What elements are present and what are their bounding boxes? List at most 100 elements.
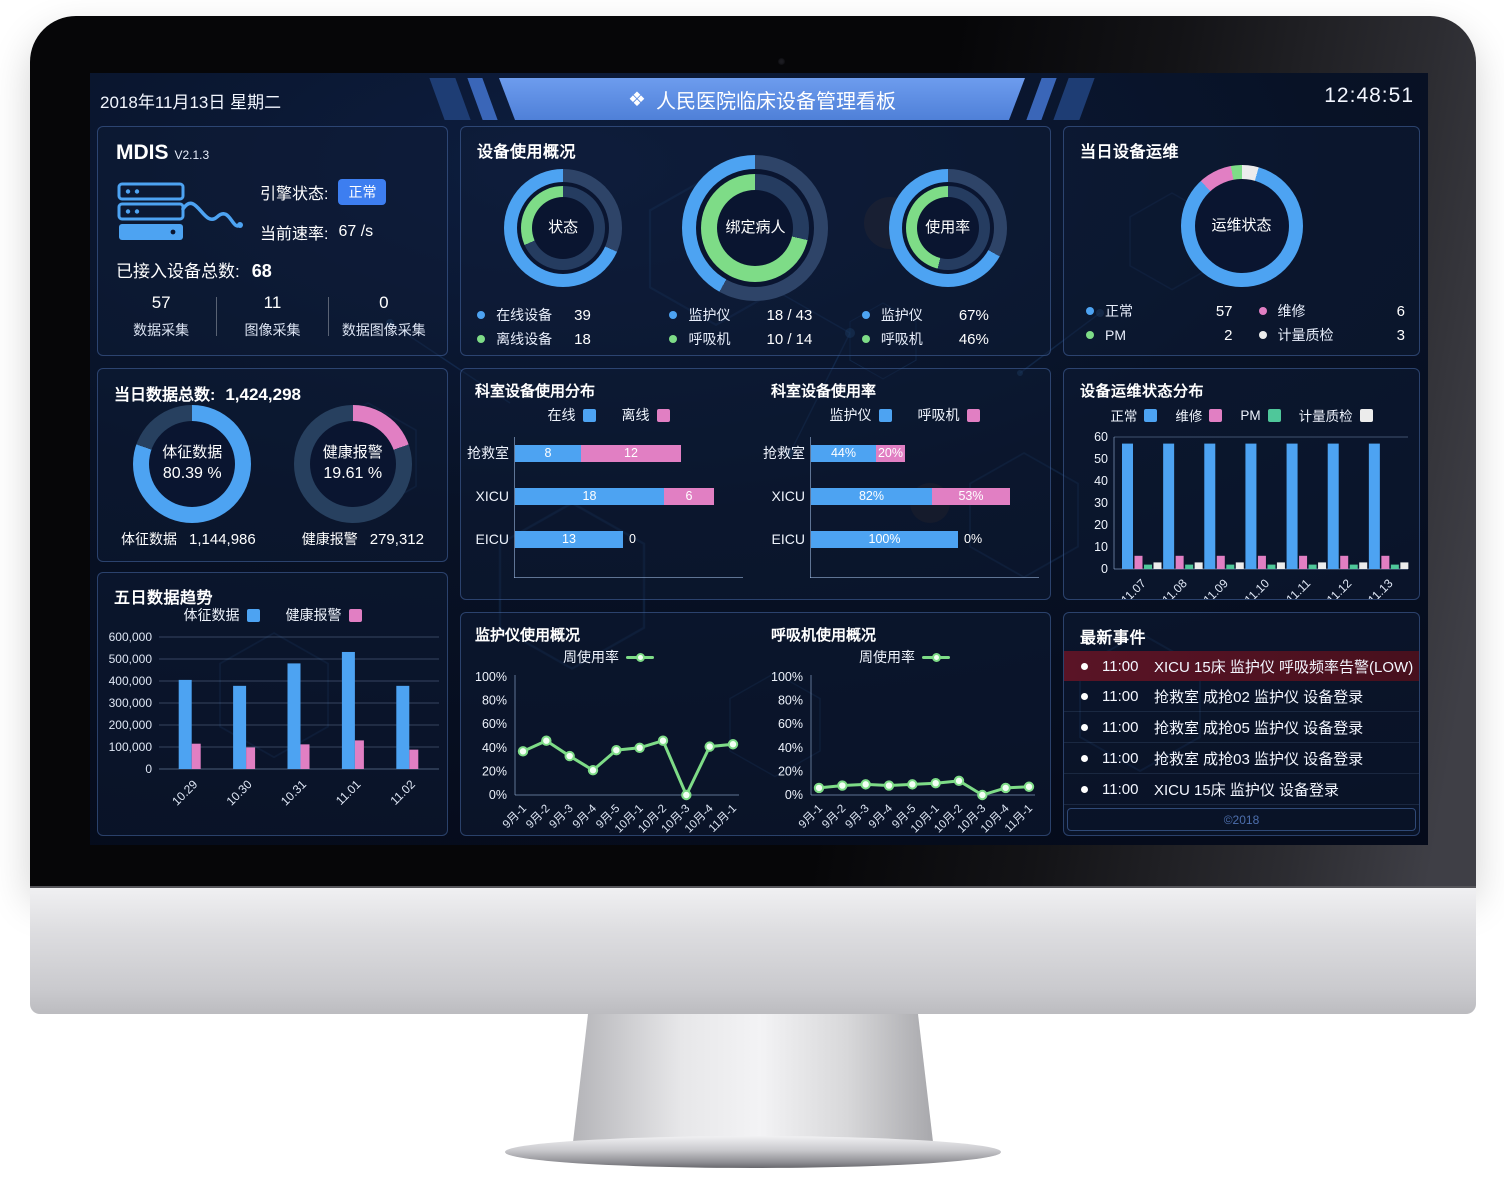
legend-item: 监护仪: [830, 405, 892, 425]
panel-usage-lines: 监护仪使用概况 周使用率 100% 80% 60% 40% 20% 0% 9月-1 9月-2 9月-…: [460, 612, 1051, 836]
svg-text:40: 40: [1094, 474, 1108, 488]
stat-image-collect: 11 图像采集: [217, 293, 327, 340]
legend-label: 呼吸机: [688, 331, 731, 347]
total-item: 健康报警 279,312: [302, 529, 424, 549]
chart-title: 监护仪使用概况: [475, 627, 581, 644]
x-axis: [810, 577, 1039, 578]
legend-item: 周使用率: [563, 647, 654, 667]
event-time: 11:00: [1102, 687, 1139, 705]
y-tick-label: 100,000: [108, 740, 152, 754]
ventilator-usage-line-chart: 呼吸机使用概况 周使用率 100% 80% 60% 40% 20% 0% 9月-1 9月-2 9月-…: [757, 613, 1052, 835]
category-label: 抢救室: [467, 445, 509, 461]
bar-row: 82% 53%: [811, 488, 1010, 505]
ops-dist-legend: 正常 维修 PM 计量质检: [1064, 405, 1419, 425]
donut-label: 体征数据: [162, 444, 223, 462]
legend-item: 在线设备 39: [477, 303, 649, 327]
mdis-title: MDIS V2.1.3: [116, 141, 209, 165]
mdis-version: V2.1.3: [174, 148, 210, 162]
event-text: 抢救室 成抢05 监护仪 设备登录: [1154, 719, 1364, 737]
legend-swatch: [348, 608, 362, 622]
legend-label: 在线设备: [496, 307, 553, 323]
svg-text:11.08: 11.08: [1159, 576, 1190, 599]
event-text: XICU 15床 监护仪 设备登录: [1154, 781, 1340, 799]
legend-label: 呼吸机: [917, 407, 960, 423]
ops-status-donut: 运维状态: [1064, 165, 1419, 287]
category-label: EICU: [475, 531, 509, 547]
legend-value: 2: [1224, 326, 1233, 344]
legend-item: 维修 6: [1258, 299, 1405, 323]
stat-value: 11: [263, 293, 282, 312]
legend-dot: [861, 311, 870, 319]
svg-text:11.11: 11.11: [1283, 576, 1313, 599]
legend-item: 呼吸机 46%: [861, 327, 1034, 351]
svg-text:40%: 40%: [482, 741, 507, 755]
legend-label: 呼吸机: [880, 331, 923, 347]
event-bullet: [1081, 754, 1088, 762]
panel-ops-today: 当日设备运维 运维状态 正常 57 维修 6 PM 2 计量质检 3: [1063, 126, 1420, 356]
total-item: 体征数据 1,144,986: [121, 529, 256, 549]
svg-text:80%: 80%: [778, 694, 803, 708]
y-axis-labels: 600,000 500,000 400,000 300,000 200,000 100,0…: [104, 626, 152, 780]
legend-label: 健康报警: [285, 607, 342, 623]
panel-latest-events: 最新事件 11:00 XICU 15床 监护仪 呼吸频率告警(LOW) 11:00 抢…: [1063, 612, 1420, 836]
svg-text:9月-2: 9月-2: [524, 803, 552, 831]
panel-usage-overview: 设备使用概况 状态 在线设备 39 离线设备 18 绑定病人 监护仪 18 / 43 呼吸机 10…: [460, 126, 1051, 356]
donut-体征数据: 体征数据 80.39 %: [133, 405, 252, 523]
legend-dot: [861, 335, 870, 343]
y-axis: [810, 437, 811, 578]
event-time: 11:00: [1102, 749, 1139, 767]
svg-text:9月-4: 9月-4: [867, 802, 896, 831]
usage-legend: 监护仪 18 / 43 呼吸机 10 / 14: [669, 303, 841, 351]
svg-text:11.02: 11.02: [387, 777, 418, 808]
engine-status-label: 引擎状态:: [260, 186, 329, 203]
legend-label: PM: [1240, 407, 1261, 423]
panel-title: 五日数据趋势: [114, 590, 214, 607]
legend-swatch: [1144, 408, 1158, 422]
stat-value: 57: [151, 293, 171, 312]
svg-text:30: 30: [1094, 496, 1108, 510]
webcam-dot: [778, 58, 785, 65]
stat-label: 数据采集: [133, 322, 190, 338]
svg-text:10.31: 10.31: [278, 777, 309, 808]
total-value: 279,312: [369, 531, 424, 548]
svg-text:11.07: 11.07: [1118, 576, 1149, 599]
svg-text:10.30: 10.30: [224, 777, 255, 808]
legend-item: 体征数据: [184, 605, 260, 625]
panel-title: 当日设备运维: [1080, 144, 1180, 161]
page-title: 人民医院临床设备管理看板: [655, 90, 896, 113]
legend-dot: [477, 335, 486, 343]
chart-legend: 监护仪 呼吸机: [757, 405, 1052, 425]
legend-value: 67%: [958, 306, 989, 324]
category-label: XICU: [771, 488, 805, 504]
svg-text:0: 0: [1101, 562, 1108, 576]
panel-title: 设备使用概况: [477, 144, 577, 161]
stat-value: 0: [379, 293, 389, 312]
bar-segment: 8: [515, 445, 581, 462]
svg-text:9月-3: 9月-3: [547, 803, 575, 831]
total-label: 健康报警: [301, 531, 358, 547]
chart-title: 科室设备使用率: [771, 383, 877, 400]
legend-swatch: [1267, 408, 1281, 422]
total-value: 68: [251, 261, 272, 281]
usage-legend: 监护仪 67% 呼吸机 46%: [861, 303, 1034, 351]
legend-dot: [1258, 307, 1267, 315]
donut-percent: 80.39 %: [162, 465, 222, 483]
legend-label: 正常: [1105, 303, 1133, 319]
y-tick-label: 600,000: [108, 630, 152, 644]
y-tick-label: 0: [145, 762, 152, 776]
legend-item: 离线设备 18: [477, 327, 649, 351]
event-text: XICU 15床 监护仪 呼吸频率告警(LOW): [1154, 658, 1414, 676]
legend-dot: [669, 335, 678, 343]
y-tick-label: 500,000: [108, 652, 152, 666]
header-date: 2018年11月13日 星期二: [100, 93, 282, 112]
bar-row: 8 12: [515, 445, 681, 462]
donut-center-label: 健康报警 19.61 %: [294, 405, 412, 523]
divider: [327, 297, 329, 336]
legend-value: 18: [574, 330, 591, 348]
svg-text:50: 50: [1094, 452, 1108, 466]
usage-donut-groups: 状态 在线设备 39 离线设备 18 绑定病人 监护仪 18 / 43 呼吸机 10 / 14 使用…: [467, 153, 1044, 351]
legend-item: 正常: [1110, 405, 1158, 425]
title-banner: ❖ 人民医院临床设备管理看板: [429, 78, 1095, 120]
svg-text:0%: 0%: [489, 788, 507, 802]
panel-dept-charts: 科室设备使用分布 在线 离线 抢救室 8 12 XICU 18 6 EICU 13 0 科室设备使用率…: [460, 368, 1051, 600]
